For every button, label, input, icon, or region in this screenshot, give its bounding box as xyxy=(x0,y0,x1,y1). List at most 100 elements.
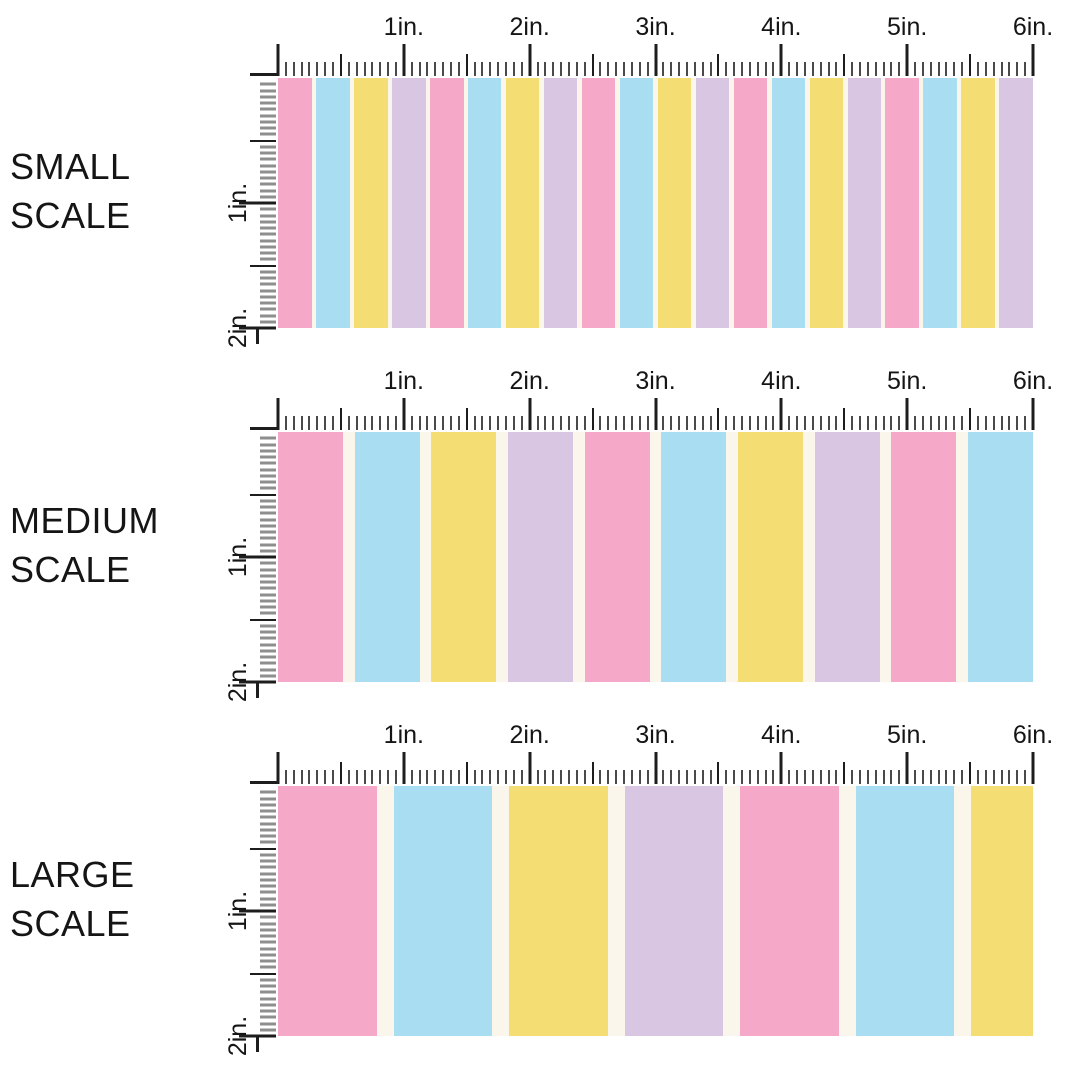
horizontal-ruler: 1in. 2in. 3in. 4in. 5in. 6in. xyxy=(250,721,1053,786)
ruler-tick xyxy=(260,1009,276,1013)
ruler-tick xyxy=(599,416,602,430)
inch-label: 3in. xyxy=(635,721,676,749)
band-title-line2: SCALE xyxy=(10,903,131,944)
ruler-tick xyxy=(858,62,861,76)
ruler-tick xyxy=(544,62,547,76)
ruler-tick xyxy=(379,770,382,784)
ruler-tick xyxy=(434,416,437,430)
ruler-tick xyxy=(827,416,830,430)
ruler-tick xyxy=(355,770,358,784)
ruler-tick xyxy=(756,416,759,430)
ruler-tick xyxy=(536,416,539,430)
ruler-tick xyxy=(387,62,390,76)
ruler-tick xyxy=(260,486,276,490)
ruler-tick xyxy=(811,770,814,784)
ruler-tick xyxy=(260,840,276,844)
ruler-tick xyxy=(512,416,515,430)
ruler-tick xyxy=(1031,44,1035,76)
ruler-tick xyxy=(992,62,995,76)
ruler-tick xyxy=(260,959,276,963)
ruler-tick xyxy=(363,770,366,784)
ruler-tick xyxy=(756,770,759,784)
ruler-tick xyxy=(827,770,830,784)
ruler-tick xyxy=(638,62,641,76)
ruler-tick xyxy=(260,953,276,957)
ruler-tick xyxy=(1000,62,1003,76)
ruler-tick xyxy=(505,62,508,76)
ruler-tick xyxy=(260,1003,276,1007)
stripe-yellow xyxy=(961,78,996,328)
inch-label: 2in. xyxy=(509,367,550,395)
band-small-scale: SMALL SCALE 1in. 2in. 3in. 4in. 5in. 6in. 1in… xyxy=(0,13,1080,370)
ruler-tick xyxy=(260,978,276,982)
ruler-tick xyxy=(929,62,932,76)
ruler-tick xyxy=(347,770,350,784)
ruler-tick xyxy=(552,62,555,76)
ruler-tick xyxy=(284,416,287,430)
ruler-tick xyxy=(709,770,712,784)
ruler-tick xyxy=(426,770,429,784)
ruler-tick xyxy=(260,189,276,192)
ruler-tick xyxy=(575,416,578,430)
ruler-tick xyxy=(976,62,979,76)
ruler-tick xyxy=(905,44,909,76)
ruler-tick xyxy=(685,416,688,430)
ruler-tick xyxy=(394,62,397,76)
ruler-tick xyxy=(260,101,276,105)
ruler-tick xyxy=(410,416,413,430)
stripe-blue xyxy=(467,78,502,328)
ruler-tick xyxy=(260,890,276,894)
ruler-tick xyxy=(835,62,838,76)
ruler-tick xyxy=(260,480,276,484)
stripe-blue xyxy=(967,432,1033,682)
side-inch-label: 1in. xyxy=(223,182,252,224)
ruler-tick xyxy=(371,416,374,430)
band-title-line2: SCALE xyxy=(10,549,131,590)
ruler-tick xyxy=(276,752,280,784)
ruler-tick xyxy=(607,62,610,76)
ruler-tick xyxy=(418,770,421,784)
ruler-tick xyxy=(984,416,987,430)
ruler-tick xyxy=(300,770,303,784)
ruler-tick xyxy=(260,474,276,478)
ruler-tick xyxy=(623,62,626,76)
ruler-tick xyxy=(308,770,311,784)
inch-label: 6in. xyxy=(1012,13,1054,41)
ruler-tick xyxy=(858,770,861,784)
stripe-yellow xyxy=(505,78,540,328)
ruler-tick xyxy=(379,416,382,430)
ruler-tick xyxy=(260,449,276,453)
ruler-tick xyxy=(811,62,814,76)
ruler-tick xyxy=(250,618,276,621)
ruler-tick xyxy=(835,416,838,430)
ruler-tick xyxy=(788,416,791,430)
inch-label: 6in. xyxy=(1012,721,1054,749)
stripe-blue xyxy=(771,78,806,328)
ruler-tick xyxy=(260,195,276,199)
ruler-tick xyxy=(465,762,468,784)
ruler-tick xyxy=(984,770,987,784)
ruler-tick xyxy=(748,770,751,784)
ruler-tick xyxy=(260,207,276,211)
ruler-tick xyxy=(560,62,563,76)
ruler-tick xyxy=(1024,416,1027,430)
ruler-tick xyxy=(866,416,869,430)
ruler-tick xyxy=(260,599,276,603)
ruler-tick xyxy=(725,62,728,76)
ruler-tick xyxy=(339,762,342,784)
ruler-tick xyxy=(442,416,445,430)
ruler-tick xyxy=(921,62,924,76)
ruler-tick xyxy=(599,62,602,76)
ruler-tick xyxy=(316,62,319,76)
ruler-tick xyxy=(260,251,276,255)
ruler-tick xyxy=(512,770,515,784)
stripe-pattern xyxy=(278,432,1033,682)
stripe-pink xyxy=(740,786,839,1036)
ruler-tick xyxy=(843,408,846,430)
ruler-tick xyxy=(914,770,917,784)
ruler-tick xyxy=(898,62,901,76)
ruler-tick xyxy=(260,114,276,117)
ruler-tick xyxy=(260,307,276,311)
ruler-tick xyxy=(638,770,641,784)
ruler-tick xyxy=(260,822,276,825)
